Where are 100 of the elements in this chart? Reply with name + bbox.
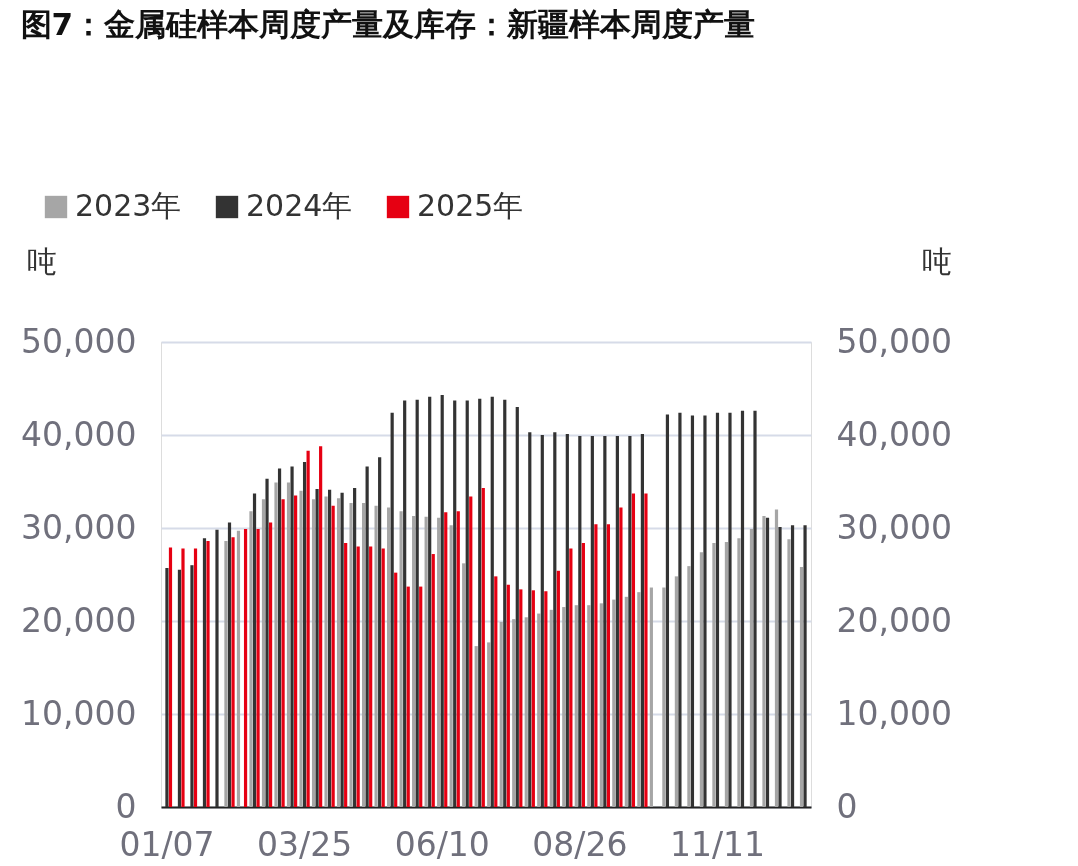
bar <box>606 524 611 807</box>
bar <box>462 563 466 807</box>
bar <box>387 507 391 807</box>
bar <box>590 435 594 807</box>
bar <box>236 530 241 807</box>
bar <box>690 415 695 807</box>
y-tick-label: 50,000 <box>21 321 137 361</box>
bar <box>390 412 394 807</box>
bar <box>687 566 691 807</box>
bar <box>474 646 478 807</box>
bar <box>765 517 770 807</box>
x-tick-label: 03/25 <box>257 824 353 864</box>
bar <box>399 511 403 807</box>
bar <box>365 466 369 807</box>
bar <box>168 547 173 807</box>
bar <box>612 599 616 807</box>
bar <box>753 410 757 807</box>
y2-tick-label: 10,000 <box>836 693 952 733</box>
bar <box>294 495 298 807</box>
bar <box>494 576 498 807</box>
bar <box>340 492 344 807</box>
bar <box>190 565 194 807</box>
bar <box>224 541 228 807</box>
bar <box>299 490 303 807</box>
bar <box>581 542 585 807</box>
bar <box>193 548 198 807</box>
bar <box>252 493 257 807</box>
bar <box>506 584 510 807</box>
bar <box>243 528 248 807</box>
bar <box>344 542 348 807</box>
bar <box>381 548 385 807</box>
bar <box>206 541 210 807</box>
bar <box>412 515 416 807</box>
bar <box>403 400 407 807</box>
bar <box>624 596 628 807</box>
bar <box>574 605 578 807</box>
bar <box>302 461 307 807</box>
y-tick-label: 20,000 <box>21 600 137 640</box>
bar <box>444 512 448 807</box>
bar <box>374 505 378 807</box>
legend-label: 2024年 <box>246 188 353 223</box>
bar <box>331 505 335 807</box>
bar <box>469 496 473 807</box>
bar <box>281 499 285 807</box>
y2-axis-title: 吨 <box>921 243 952 279</box>
bar <box>328 489 332 807</box>
bar <box>528 432 532 807</box>
bar <box>537 613 541 807</box>
bar <box>465 400 469 807</box>
bar <box>306 450 310 807</box>
bar <box>599 603 603 807</box>
bar <box>674 576 678 807</box>
y-axis-title: 吨 <box>26 243 57 279</box>
bar <box>737 538 741 807</box>
bar <box>261 499 266 807</box>
bar <box>512 619 516 807</box>
bar <box>553 432 557 807</box>
bar <box>703 415 707 807</box>
bar <box>637 592 641 807</box>
bar <box>268 522 273 807</box>
chart-title: 图7：金属硅样本周度产量及库存：新疆样本周度产量 <box>20 6 756 42</box>
bar <box>499 621 503 807</box>
bar <box>437 517 441 807</box>
bar <box>177 569 182 807</box>
bar <box>524 617 528 807</box>
y2-tick-label: 0 <box>836 786 858 826</box>
bar <box>336 498 341 807</box>
bar <box>619 507 623 807</box>
bar <box>428 396 432 807</box>
y-tick-label: 10,000 <box>21 693 137 733</box>
bar <box>762 515 766 807</box>
bar <box>749 528 754 807</box>
bar <box>349 502 353 807</box>
bar <box>415 399 419 807</box>
bar <box>628 435 632 807</box>
bar <box>587 605 591 807</box>
bar <box>712 542 716 807</box>
bar <box>519 589 523 807</box>
bar <box>644 493 648 807</box>
bar <box>778 527 782 807</box>
x-tick-label: 06/10 <box>394 824 490 864</box>
bar <box>678 412 682 807</box>
bar <box>165 567 169 807</box>
bar <box>540 435 544 807</box>
bar <box>640 434 644 807</box>
x-tick-label: 01/07 <box>119 824 215 864</box>
bar <box>315 488 319 807</box>
bar <box>256 528 260 807</box>
bar <box>453 400 457 807</box>
bar <box>456 511 460 807</box>
bar <box>662 587 666 807</box>
bar <box>231 537 235 807</box>
bar <box>378 457 382 807</box>
bar <box>515 407 519 807</box>
bar <box>569 548 573 807</box>
bar <box>478 398 482 807</box>
bar <box>578 435 582 807</box>
y2-tick-label: 50,000 <box>836 321 952 361</box>
bar <box>274 482 278 807</box>
bar <box>740 410 745 807</box>
